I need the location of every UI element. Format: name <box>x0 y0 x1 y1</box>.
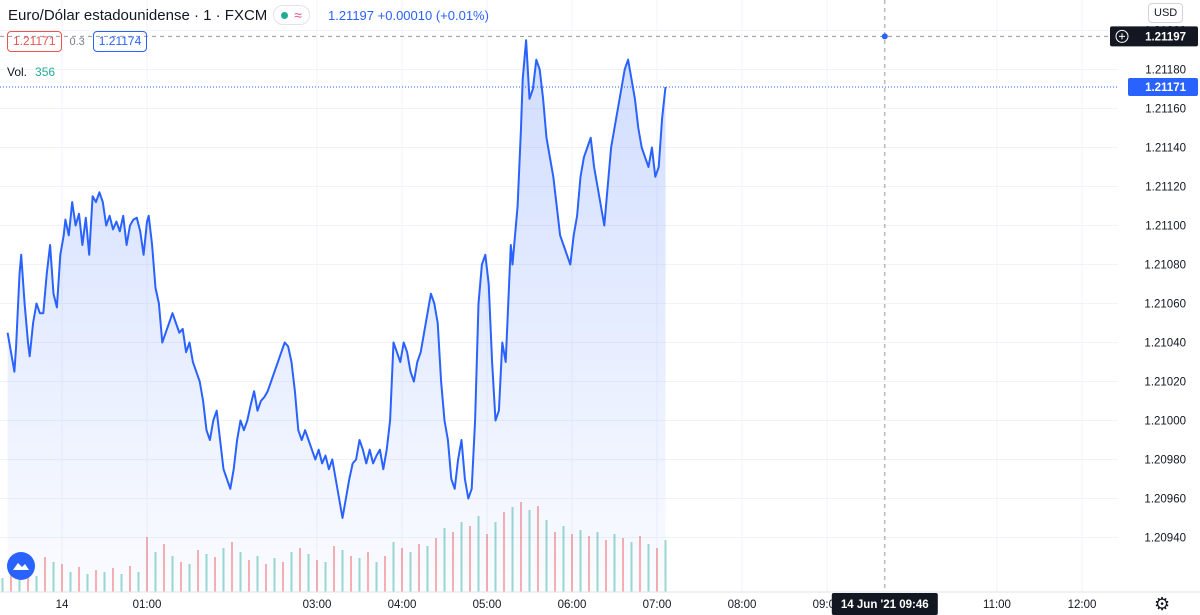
price-change: +0.00010 (+0.01%) <box>377 7 489 23</box>
time-tick-label: 07:00 <box>643 599 672 611</box>
price-tick-label: 1.21160 <box>1145 104 1186 116</box>
price-axis-bg <box>1118 0 1200 615</box>
price-tick-label: 1.21000 <box>1144 416 1186 428</box>
bid-price-button[interactable]: 1.21171 <box>7 31 62 52</box>
market-status-pill[interactable]: ≈ <box>273 5 310 25</box>
price-tick-label: 1.21100 <box>1145 221 1186 233</box>
price-axis[interactable]: 1.212001.211801.211601.211401.211201.211… <box>1110 0 1200 615</box>
price-tick-label: 1.21020 <box>1144 377 1186 389</box>
price-area-fill <box>7 40 666 592</box>
price-tick-label: 1.21180 <box>1145 65 1186 77</box>
crosshair-point <box>881 33 888 40</box>
price-tick-label: 1.21120 <box>1145 182 1186 194</box>
currency-button[interactable]: USD <box>1148 3 1184 23</box>
wave-icon: ≈ <box>294 7 302 23</box>
time-tick-label: 08:00 <box>728 599 757 611</box>
time-tick-label: 06:00 <box>558 599 587 611</box>
volume-legend[interactable]: Vol. 356 <box>7 65 55 79</box>
time-tick-label: 01:00 <box>133 599 162 611</box>
time-tick-label: 05:00 <box>473 599 502 611</box>
time-tick-label: 04:00 <box>388 599 417 611</box>
symbol-title[interactable]: Euro/Dólar estadounidense · 1 · FXCM <box>8 6 268 24</box>
volume-value: 356 <box>35 65 56 79</box>
price-tick-label: 1.20980 <box>1144 455 1186 467</box>
time-tick-label: 11:00 <box>983 599 1011 611</box>
price-tick-label: 1.20940 <box>1144 533 1186 545</box>
time-tick-label: 03:00 <box>303 599 332 611</box>
price-quote: 1.21197 +0.00010 (+0.01%) <box>328 8 489 23</box>
ask-price-button[interactable]: 1.21174 <box>92 31 148 52</box>
settings-gear-icon[interactable]: ⚙ <box>1154 594 1171 614</box>
price-tick-label: 1.21140 <box>1145 143 1186 155</box>
price-tick-label: 1.21080 <box>1144 260 1186 272</box>
plus-circle-icon <box>1115 29 1129 43</box>
crosshair-price-badge <box>1110 26 1198 47</box>
spread-value: 0.3 <box>69 35 85 48</box>
market-open-dot-icon <box>281 11 289 19</box>
time-axis[interactable]: 14 01:00 03:00 04:00 05:00 06:00 07:00 08:00 09:… <box>0 591 1200 615</box>
tradingview-logo-icon[interactable] <box>7 552 35 580</box>
crosshair-time-label: 14 Jun '21 09:46 <box>841 599 929 611</box>
crosshair-time-badge <box>831 593 938 615</box>
last-price-label: 1.21171 <box>1145 82 1187 94</box>
legend-header: Euro/Dólar estadounidense · 1 · FXCM ≈ 1… <box>8 3 489 27</box>
time-tick-label: 12:00 <box>1068 599 1097 611</box>
last-price-badge <box>1128 78 1198 97</box>
crosshair-price-label: 1.21197 <box>1145 31 1186 43</box>
volume-label: Vol. <box>7 65 28 79</box>
price-tick-label: 1.21040 <box>1144 338 1186 350</box>
volume-bar <box>1 578 4 592</box>
price-tick-label: 1.20960 <box>1144 494 1186 506</box>
last-price: 1.21197 <box>327 7 375 23</box>
crosshair <box>0 0 1118 592</box>
price-tick-label: 1.21060 <box>1144 299 1186 311</box>
bid-ask-row: 1.21171 0.3 1.21174 <box>7 31 148 52</box>
price-line <box>6 39 667 519</box>
time-tick-label: 14 <box>56 599 69 611</box>
plus-icon <box>1119 33 1125 40</box>
time-axis-bg <box>0 592 1200 615</box>
